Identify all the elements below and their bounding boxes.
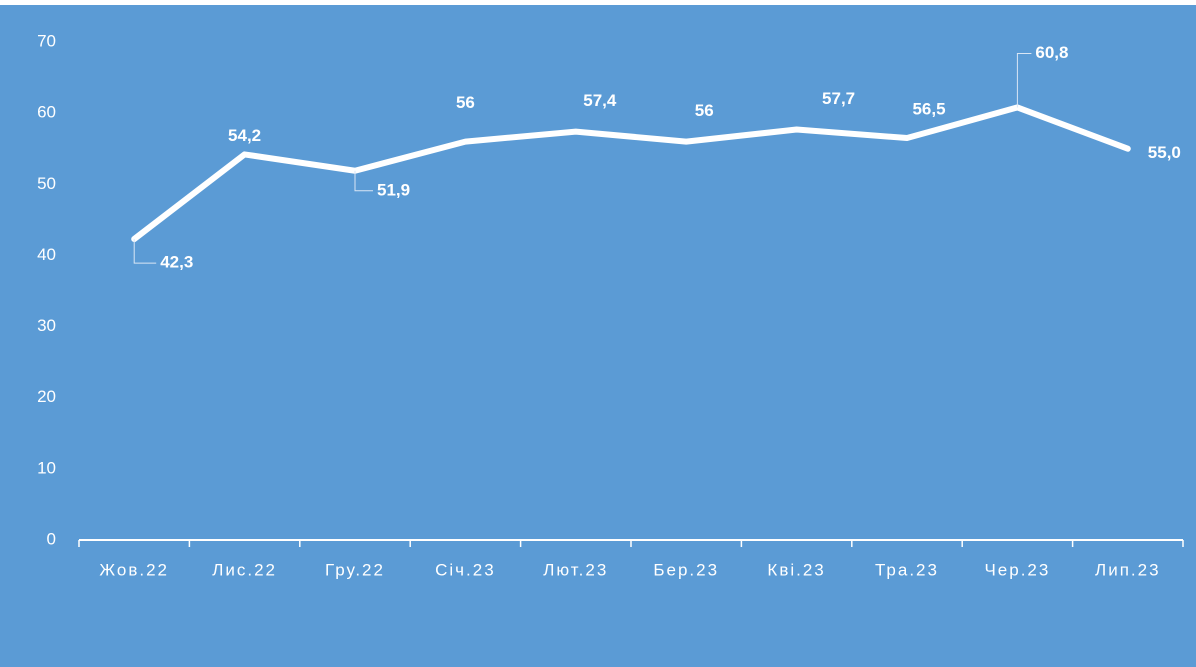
data-line [131, 104, 1131, 243]
x-tick-label: Бер.23 [653, 560, 719, 579]
x-tick-label: Кві.23 [767, 560, 825, 579]
x-tick-label: Січ.23 [435, 560, 496, 579]
x-tick-label: Лис.22 [212, 560, 277, 579]
y-tick-label: 60 [37, 103, 56, 122]
y-tick-label: 20 [37, 387, 56, 406]
data-label: 54,2 [228, 126, 261, 145]
data-label: 56 [695, 101, 714, 120]
data-label: 42,3 [160, 253, 193, 272]
x-tick-label: Жов.22 [99, 560, 169, 579]
x-tick-label: Тра.23 [875, 560, 939, 579]
data-label: 57,4 [583, 91, 617, 110]
top-border [0, 0, 1196, 5]
y-tick-label: 70 [37, 31, 56, 50]
x-tick-label: Гру.22 [325, 560, 385, 579]
x-tick-label: Лип.23 [1095, 560, 1161, 579]
label-leader [354, 170, 373, 192]
data-label: 56,5 [912, 100, 945, 119]
label-leader [133, 239, 157, 264]
data-label: 51,9 [377, 180, 410, 199]
x-tick-label: Лют.23 [543, 560, 608, 579]
data-label: 56 [456, 93, 475, 112]
x-tick-label: Чер.23 [984, 560, 1050, 579]
y-tick-label: 30 [37, 316, 56, 335]
data-label: 60,8 [1035, 43, 1068, 62]
label-leader [1016, 52, 1032, 108]
data-label: 55,0 [1148, 143, 1181, 162]
y-tick-label: 0 [47, 529, 56, 548]
y-tick-label: 50 [37, 174, 56, 193]
data-label: 57,7 [822, 89, 855, 108]
y-tick-label: 10 [37, 458, 56, 477]
y-tick-label: 40 [37, 245, 56, 264]
